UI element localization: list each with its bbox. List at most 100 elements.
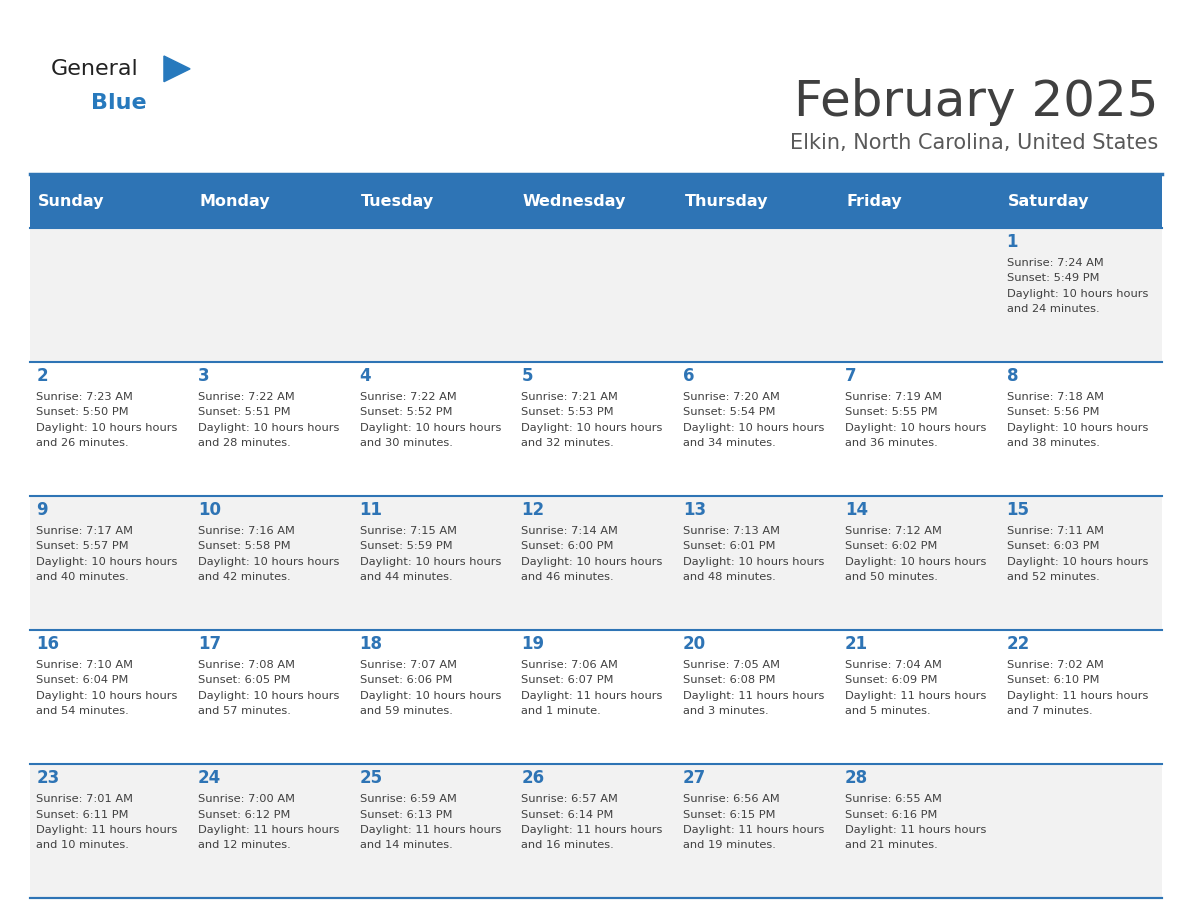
Text: and 19 minutes.: and 19 minutes. bbox=[683, 840, 776, 850]
Text: Sunrise: 7:24 AM: Sunrise: 7:24 AM bbox=[1006, 258, 1104, 268]
Text: Sunrise: 7:04 AM: Sunrise: 7:04 AM bbox=[845, 660, 942, 670]
Text: 21: 21 bbox=[845, 635, 868, 653]
Text: 23: 23 bbox=[36, 769, 59, 787]
Text: Daylight: 11 hours hours: Daylight: 11 hours hours bbox=[683, 825, 824, 834]
Text: 2: 2 bbox=[36, 367, 48, 385]
Text: Sunrise: 7:10 AM: Sunrise: 7:10 AM bbox=[36, 660, 133, 670]
Text: Sunrise: 6:59 AM: Sunrise: 6:59 AM bbox=[360, 794, 456, 804]
Text: 1: 1 bbox=[1006, 233, 1018, 251]
Text: Friday: Friday bbox=[847, 194, 902, 208]
Text: and 32 minutes.: and 32 minutes. bbox=[522, 438, 614, 448]
Text: Daylight: 11 hours hours: Daylight: 11 hours hours bbox=[845, 825, 986, 834]
Text: Sunset: 5:50 PM: Sunset: 5:50 PM bbox=[36, 408, 128, 418]
Text: Sunset: 6:04 PM: Sunset: 6:04 PM bbox=[36, 676, 128, 686]
Text: 8: 8 bbox=[1006, 367, 1018, 385]
Text: Daylight: 10 hours hours: Daylight: 10 hours hours bbox=[198, 691, 340, 700]
Text: 3: 3 bbox=[198, 367, 209, 385]
Text: and 3 minutes.: and 3 minutes. bbox=[683, 706, 769, 716]
Text: and 1 minute.: and 1 minute. bbox=[522, 706, 601, 716]
Text: Daylight: 10 hours hours: Daylight: 10 hours hours bbox=[360, 691, 501, 700]
Text: 19: 19 bbox=[522, 635, 544, 653]
Text: Sunset: 6:15 PM: Sunset: 6:15 PM bbox=[683, 810, 776, 820]
Text: and 59 minutes.: and 59 minutes. bbox=[360, 706, 453, 716]
Text: Daylight: 10 hours hours: Daylight: 10 hours hours bbox=[845, 423, 986, 432]
Text: Sunrise: 7:15 AM: Sunrise: 7:15 AM bbox=[360, 526, 456, 536]
Text: Daylight: 10 hours hours: Daylight: 10 hours hours bbox=[198, 557, 340, 566]
Text: Sunrise: 7:22 AM: Sunrise: 7:22 AM bbox=[360, 392, 456, 402]
Text: Sunrise: 6:56 AM: Sunrise: 6:56 AM bbox=[683, 794, 779, 804]
Text: Sunrise: 7:07 AM: Sunrise: 7:07 AM bbox=[360, 660, 456, 670]
Text: 6: 6 bbox=[683, 367, 695, 385]
Text: Sunset: 6:08 PM: Sunset: 6:08 PM bbox=[683, 676, 776, 686]
Text: Sunrise: 7:12 AM: Sunrise: 7:12 AM bbox=[845, 526, 942, 536]
Text: Daylight: 10 hours hours: Daylight: 10 hours hours bbox=[36, 557, 177, 566]
Text: Daylight: 11 hours hours: Daylight: 11 hours hours bbox=[683, 691, 824, 700]
Text: Daylight: 10 hours hours: Daylight: 10 hours hours bbox=[683, 557, 824, 566]
Text: Sunset: 5:49 PM: Sunset: 5:49 PM bbox=[1006, 274, 1099, 284]
Text: Sunset: 5:51 PM: Sunset: 5:51 PM bbox=[198, 408, 291, 418]
Text: 28: 28 bbox=[845, 769, 868, 787]
Text: Saturday: Saturday bbox=[1009, 194, 1089, 208]
Text: 26: 26 bbox=[522, 769, 544, 787]
Text: Sunset: 6:09 PM: Sunset: 6:09 PM bbox=[845, 676, 937, 686]
Text: Sunset: 6:05 PM: Sunset: 6:05 PM bbox=[198, 676, 290, 686]
Text: 20: 20 bbox=[683, 635, 706, 653]
Text: Sunset: 6:12 PM: Sunset: 6:12 PM bbox=[198, 810, 290, 820]
Text: February 2025: February 2025 bbox=[794, 78, 1158, 126]
Text: and 57 minutes.: and 57 minutes. bbox=[198, 706, 291, 716]
Text: 14: 14 bbox=[845, 501, 868, 519]
Text: Daylight: 10 hours hours: Daylight: 10 hours hours bbox=[198, 423, 340, 432]
Text: and 34 minutes.: and 34 minutes. bbox=[683, 438, 776, 448]
Text: and 10 minutes.: and 10 minutes. bbox=[36, 840, 129, 850]
Text: 17: 17 bbox=[198, 635, 221, 653]
Text: Blue: Blue bbox=[91, 93, 147, 113]
Text: Sunset: 5:54 PM: Sunset: 5:54 PM bbox=[683, 408, 776, 418]
Text: Sunrise: 7:14 AM: Sunrise: 7:14 AM bbox=[522, 526, 618, 536]
Text: Sunrise: 6:57 AM: Sunrise: 6:57 AM bbox=[522, 794, 618, 804]
Text: Daylight: 10 hours hours: Daylight: 10 hours hours bbox=[36, 423, 177, 432]
Text: Sunrise: 7:11 AM: Sunrise: 7:11 AM bbox=[1006, 526, 1104, 536]
Text: and 24 minutes.: and 24 minutes. bbox=[1006, 304, 1099, 314]
Text: Daylight: 10 hours hours: Daylight: 10 hours hours bbox=[522, 557, 663, 566]
Text: 10: 10 bbox=[198, 501, 221, 519]
Text: Daylight: 11 hours hours: Daylight: 11 hours hours bbox=[845, 691, 986, 700]
Text: Sunset: 6:10 PM: Sunset: 6:10 PM bbox=[1006, 676, 1099, 686]
Text: Sunset: 6:07 PM: Sunset: 6:07 PM bbox=[522, 676, 614, 686]
Text: and 44 minutes.: and 44 minutes. bbox=[360, 572, 453, 582]
Text: and 46 minutes.: and 46 minutes. bbox=[522, 572, 614, 582]
Text: Sunset: 6:16 PM: Sunset: 6:16 PM bbox=[845, 810, 937, 820]
Text: Sunset: 6:11 PM: Sunset: 6:11 PM bbox=[36, 810, 128, 820]
Text: Daylight: 11 hours hours: Daylight: 11 hours hours bbox=[36, 825, 177, 834]
Text: Sunrise: 7:08 AM: Sunrise: 7:08 AM bbox=[198, 660, 295, 670]
Text: Sunrise: 7:06 AM: Sunrise: 7:06 AM bbox=[522, 660, 618, 670]
Text: and 7 minutes.: and 7 minutes. bbox=[1006, 706, 1092, 716]
Text: 18: 18 bbox=[360, 635, 383, 653]
Text: Sunrise: 7:19 AM: Sunrise: 7:19 AM bbox=[845, 392, 942, 402]
Text: Daylight: 10 hours hours: Daylight: 10 hours hours bbox=[1006, 289, 1148, 298]
Text: and 36 minutes.: and 36 minutes. bbox=[845, 438, 937, 448]
Text: Daylight: 11 hours hours: Daylight: 11 hours hours bbox=[360, 825, 501, 834]
Text: General: General bbox=[51, 59, 139, 79]
Text: and 40 minutes.: and 40 minutes. bbox=[36, 572, 129, 582]
Text: Daylight: 10 hours hours: Daylight: 10 hours hours bbox=[360, 557, 501, 566]
Text: Sunrise: 7:22 AM: Sunrise: 7:22 AM bbox=[198, 392, 295, 402]
Text: Sunrise: 7:13 AM: Sunrise: 7:13 AM bbox=[683, 526, 781, 536]
Text: and 14 minutes.: and 14 minutes. bbox=[360, 840, 453, 850]
Text: Sunrise: 6:55 AM: Sunrise: 6:55 AM bbox=[845, 794, 942, 804]
Text: Sunset: 6:03 PM: Sunset: 6:03 PM bbox=[1006, 542, 1099, 552]
Text: 9: 9 bbox=[36, 501, 48, 519]
Text: 11: 11 bbox=[360, 501, 383, 519]
Text: and 42 minutes.: and 42 minutes. bbox=[198, 572, 291, 582]
Text: and 5 minutes.: and 5 minutes. bbox=[845, 706, 930, 716]
Text: Sunset: 6:13 PM: Sunset: 6:13 PM bbox=[360, 810, 453, 820]
Text: 24: 24 bbox=[198, 769, 221, 787]
Text: 27: 27 bbox=[683, 769, 707, 787]
Text: 4: 4 bbox=[360, 367, 372, 385]
Text: Sunset: 5:53 PM: Sunset: 5:53 PM bbox=[522, 408, 614, 418]
Text: Sunset: 6:06 PM: Sunset: 6:06 PM bbox=[360, 676, 451, 686]
Text: 12: 12 bbox=[522, 501, 544, 519]
Text: and 21 minutes.: and 21 minutes. bbox=[845, 840, 937, 850]
Text: and 16 minutes.: and 16 minutes. bbox=[522, 840, 614, 850]
Text: Daylight: 10 hours hours: Daylight: 10 hours hours bbox=[1006, 423, 1148, 432]
Text: and 28 minutes.: and 28 minutes. bbox=[198, 438, 291, 448]
